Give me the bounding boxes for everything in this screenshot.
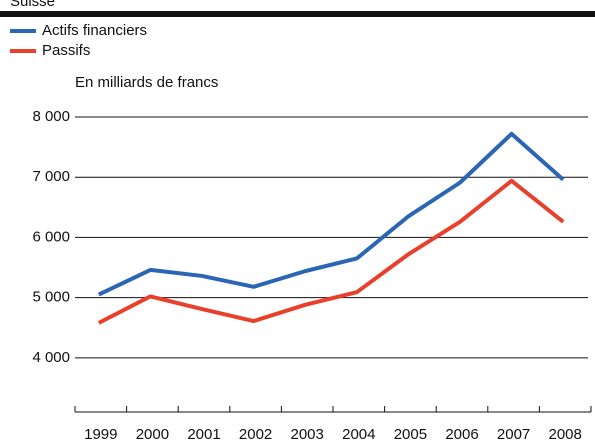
x-tick-label: 2005 <box>394 426 427 443</box>
x-tick-label: 2008 <box>549 426 582 443</box>
y-tick-label: 5 000 <box>32 289 70 306</box>
y-tick-label: 4 000 <box>32 349 70 366</box>
x-tick-label: 2006 <box>445 426 478 443</box>
x-tick-label: 2007 <box>497 426 530 443</box>
x-tick-label: 2000 <box>136 426 169 443</box>
axis-unit: En milliards de francs <box>75 74 218 91</box>
x-tick-label: 2002 <box>239 426 272 443</box>
legend-label: Passifs <box>42 42 90 59</box>
y-tick-label: 7 000 <box>32 168 70 185</box>
y-tick-label: 8 000 <box>32 108 70 125</box>
series-line <box>97 131 565 297</box>
x-tick-label: 2003 <box>291 426 324 443</box>
series-line <box>97 178 565 325</box>
x-tick-label: 2004 <box>342 426 375 443</box>
legend-label: Actifs financiers <box>42 22 147 39</box>
y-tick-label: 6 000 <box>32 228 70 245</box>
chart-title: Suisse <box>10 0 55 10</box>
x-tick-label: 2001 <box>187 426 220 443</box>
x-tick-label: 1999 <box>84 426 117 443</box>
title-rule <box>0 11 595 17</box>
